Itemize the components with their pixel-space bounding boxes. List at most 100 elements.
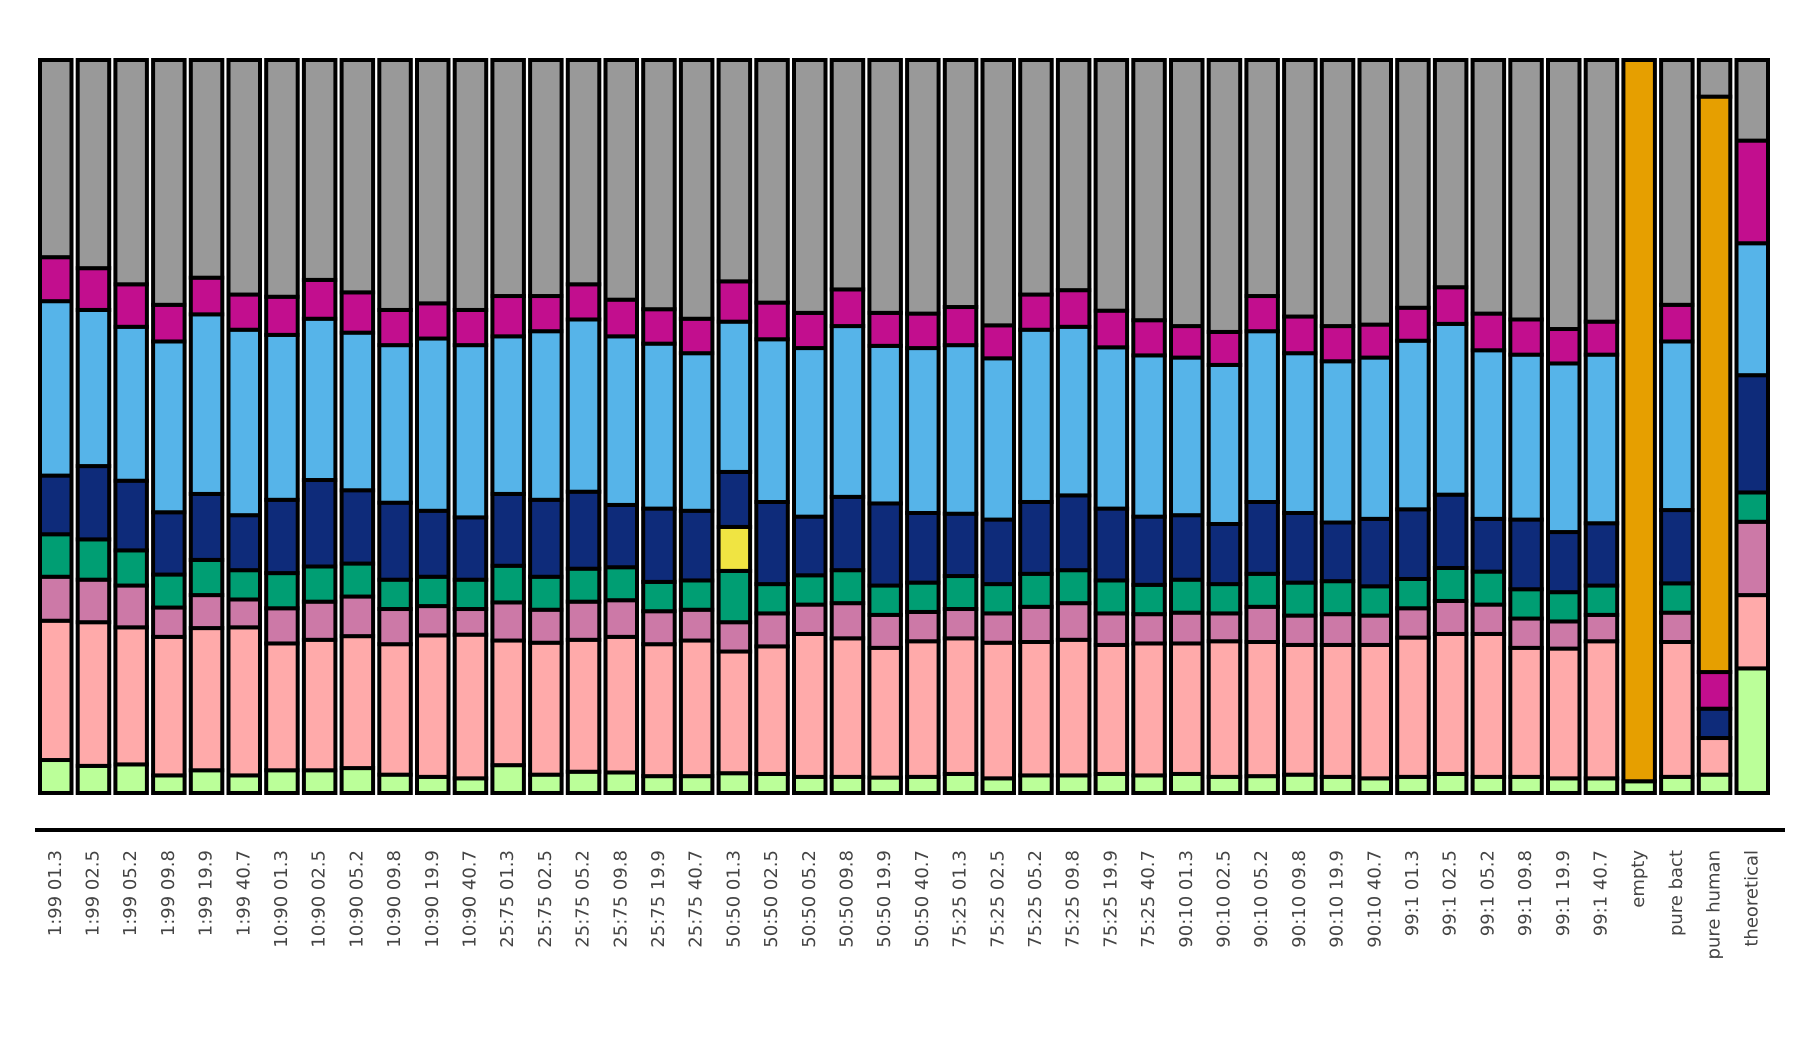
bar-segment (792, 602, 828, 636)
bar-stack (75, 58, 112, 796)
bar-segment (603, 502, 639, 570)
bar-segment (1018, 292, 1054, 332)
x-tick-label: 1:99 19.9 (196, 850, 217, 936)
bar-segment (1659, 508, 1695, 586)
bar-segment (867, 775, 903, 795)
x-tick-label: 99:1 09.8 (1515, 850, 1536, 936)
bar-stack (829, 58, 866, 795)
bar-segment (377, 58, 413, 312)
bar-segment (452, 607, 489, 637)
x-tick-label: 99:1 02.5 (1440, 850, 1461, 936)
bar-stack (980, 58, 1016, 796)
bar-segment (1131, 612, 1167, 646)
bar-segment (1282, 314, 1318, 356)
bar-segment (1395, 635, 1431, 779)
bar-segment (226, 327, 262, 518)
bar-segment (792, 346, 828, 519)
bar-segment (1395, 507, 1431, 581)
bar-stack (603, 58, 639, 795)
bar-segment (1734, 373, 1770, 495)
bar-stack (905, 58, 941, 795)
bar-segment (1546, 58, 1582, 332)
bar-segment (905, 580, 941, 614)
bar-segment (490, 58, 526, 299)
bar-segment (980, 356, 1016, 522)
bar-segment (1357, 516, 1393, 589)
x-tick-label: 99:1 01.3 (1402, 850, 1423, 936)
bar-segment (1696, 670, 1733, 711)
bar-segment (339, 330, 376, 493)
bar-segment (565, 599, 602, 642)
bar-segment (565, 58, 602, 287)
bar-segment (377, 607, 413, 647)
bar-segment (565, 769, 602, 795)
bar-segment (264, 497, 300, 576)
bar-segment (1319, 324, 1356, 364)
bar-segment (603, 297, 639, 339)
bar-segment (151, 302, 187, 344)
bar-segment (452, 776, 489, 796)
bar-stack (678, 58, 715, 796)
bar-segment (490, 563, 526, 605)
x-tick-label: 75:25 01.3 (950, 850, 971, 948)
bar-segment (1282, 510, 1318, 585)
bar-segment (754, 771, 790, 796)
bar-segment (1546, 590, 1582, 624)
bar-segment (415, 58, 451, 306)
x-tick-label: 50:50 19.9 (874, 850, 895, 948)
bar-segment (1018, 604, 1054, 645)
bar-segment (188, 768, 225, 796)
bar-segment (754, 300, 790, 342)
bar-segment (75, 577, 112, 625)
bar-segment (490, 763, 526, 796)
bar-segment (1659, 302, 1695, 344)
x-tick-label: 75:25 40.7 (1138, 850, 1159, 948)
bar-segment (452, 58, 489, 312)
bar-segment (829, 287, 866, 329)
bar-stack (38, 58, 74, 795)
bar-segment (1319, 579, 1356, 617)
bar-segment (38, 758, 74, 795)
x-tick-label: 90:10 02.5 (1213, 850, 1234, 948)
bar-segment (1131, 641, 1167, 778)
bar-segment (1093, 58, 1130, 313)
bar-segment (1244, 500, 1280, 576)
x-tick-label: pure human (1704, 850, 1725, 959)
bar-stack (1131, 58, 1167, 795)
bar-segment (151, 634, 187, 778)
bar-segment (1470, 602, 1507, 636)
bar-segment (226, 58, 262, 297)
bar-segment (1395, 58, 1431, 310)
bar-segment (75, 266, 112, 312)
bar-segment (1696, 736, 1733, 777)
bar-segment (490, 334, 526, 496)
bar-segment (38, 58, 74, 260)
bar-segment (829, 636, 866, 779)
x-tick-label: 10:90 05.2 (346, 850, 367, 948)
bar-segment (1206, 521, 1243, 587)
x-tick-label: 25:75 02.5 (535, 850, 556, 948)
bar-stack (1470, 58, 1507, 795)
x-tick-label: 99:1 19.9 (1553, 850, 1574, 936)
bar-segment (490, 600, 526, 643)
bar-stack (1659, 58, 1695, 795)
bar-segment (867, 310, 903, 348)
bar-segment (1055, 568, 1092, 606)
bar-segment (1546, 619, 1582, 651)
bar-segment (301, 768, 338, 796)
bar-stack (377, 58, 413, 795)
bar-segment (716, 620, 753, 654)
x-tick-label: 1:99 05.2 (120, 850, 141, 936)
bar-segment (188, 626, 225, 773)
x-tick-label: 50:50 02.5 (761, 850, 782, 948)
bar-segment (905, 346, 941, 515)
bar-segment (377, 500, 413, 582)
bar-segment (1734, 58, 1770, 143)
bar-segment (754, 58, 790, 305)
bar-segment (565, 282, 602, 322)
bar-stack (151, 58, 187, 795)
bar-segment (829, 58, 866, 292)
bars-group (38, 58, 1770, 796)
bar-segment (716, 568, 753, 625)
x-tick-label: 90:10 05.2 (1251, 850, 1272, 948)
